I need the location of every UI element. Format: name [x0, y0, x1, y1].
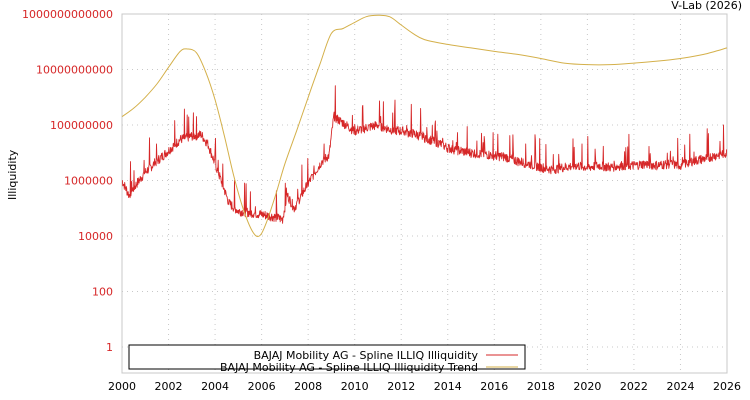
x-tick-label: 2000	[108, 380, 136, 393]
plot-area	[121, 13, 728, 374]
x-tick-label: 2008	[294, 380, 322, 393]
legend-item-label: BAJAJ Mobility AG - Spline ILLIQ Illiqui…	[220, 361, 478, 374]
x-tick-label: 2006	[248, 380, 276, 393]
x-tick-label: 2026	[713, 380, 741, 393]
x-tick-label: 2022	[620, 380, 648, 393]
y-axis-ticks: 1 100 10000 1000000 100000000 10000000000 1000…	[22, 8, 113, 354]
y-tick-label: 1000000	[64, 175, 113, 188]
series-lines	[121, 14, 728, 237]
y-tick-label: 1	[106, 341, 113, 354]
y-axis-label: Illiquidity	[6, 149, 19, 200]
illiquidity-trend-line	[121, 14, 728, 237]
illiquidity-line	[121, 85, 728, 224]
x-tick-label: 2018	[527, 380, 555, 393]
x-tick-label: 2002	[155, 380, 183, 393]
x-axis-ticks: 2000 2002 2004 2006 2008 2010 2012 2014 2016 2018…	[108, 380, 741, 393]
x-tick-label: 2004	[201, 380, 229, 393]
y-tick-label: 1000000000000	[22, 8, 113, 21]
x-tick-label: 2024	[666, 380, 694, 393]
chart-credit: V-Lab (2026)	[671, 0, 742, 12]
y-tick-label: 10000000000	[36, 64, 113, 77]
y-tick-label: 100000000	[50, 119, 113, 132]
legend: BAJAJ Mobility AG - Spline ILLIQ Illiqui…	[128, 344, 526, 374]
y-tick-label: 10000	[78, 230, 113, 243]
x-tick-label: 2010	[341, 380, 369, 393]
x-tick-label: 2014	[434, 380, 462, 393]
legend-item-label: BAJAJ Mobility AG - Spline ILLIQ Illiqui…	[254, 349, 479, 362]
x-tick-label: 2020	[573, 380, 601, 393]
y-tick-label: 100	[92, 286, 113, 299]
x-tick-label: 2016	[480, 380, 508, 393]
x-tick-label: 2012	[387, 380, 415, 393]
